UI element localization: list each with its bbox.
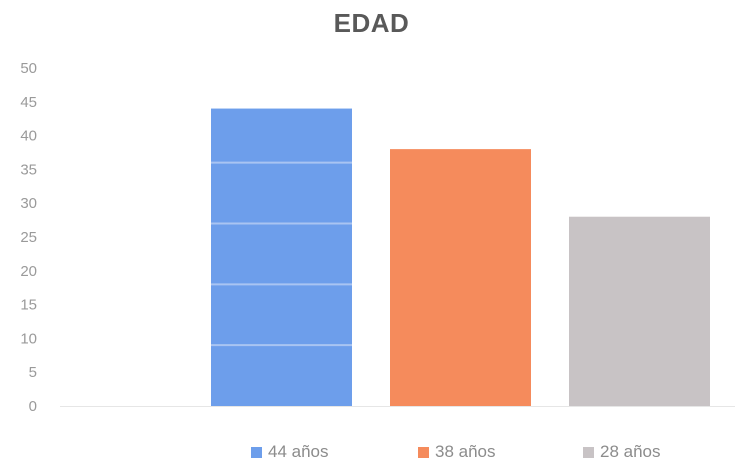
- legend-label: 38 años: [435, 442, 496, 461]
- y-tick-label: 45: [20, 94, 37, 111]
- y-tick-label: 15: [20, 297, 37, 314]
- y-tick-label: 5: [29, 364, 37, 381]
- legend-label: 44 años: [268, 442, 329, 461]
- bar-2: [390, 149, 531, 406]
- bar-3: [569, 216, 710, 406]
- y-tick-label: 50: [20, 60, 37, 77]
- y-tick-label: 0: [29, 398, 37, 415]
- legend-swatch: [251, 446, 262, 458]
- legend-item: 38 años: [418, 440, 496, 464]
- legend-swatch: [583, 446, 594, 458]
- legend-item: 44 años: [251, 440, 329, 464]
- legend-label: 28 años: [600, 442, 661, 461]
- y-tick-label: 25: [20, 229, 37, 246]
- chart-title: EDAD: [333, 8, 410, 38]
- legend-item: 28 años: [583, 440, 661, 464]
- y-tick-label: 20: [20, 263, 37, 280]
- chart-legend: 44 años 38 años 28 años: [0, 440, 743, 464]
- legend-swatch: [418, 446, 429, 458]
- y-tick-label: 40: [20, 128, 37, 145]
- bar-1: [211, 108, 352, 406]
- y-tick-label: 30: [20, 195, 37, 212]
- y-tick-label: 35: [20, 161, 37, 178]
- y-tick-label: 10: [20, 330, 37, 347]
